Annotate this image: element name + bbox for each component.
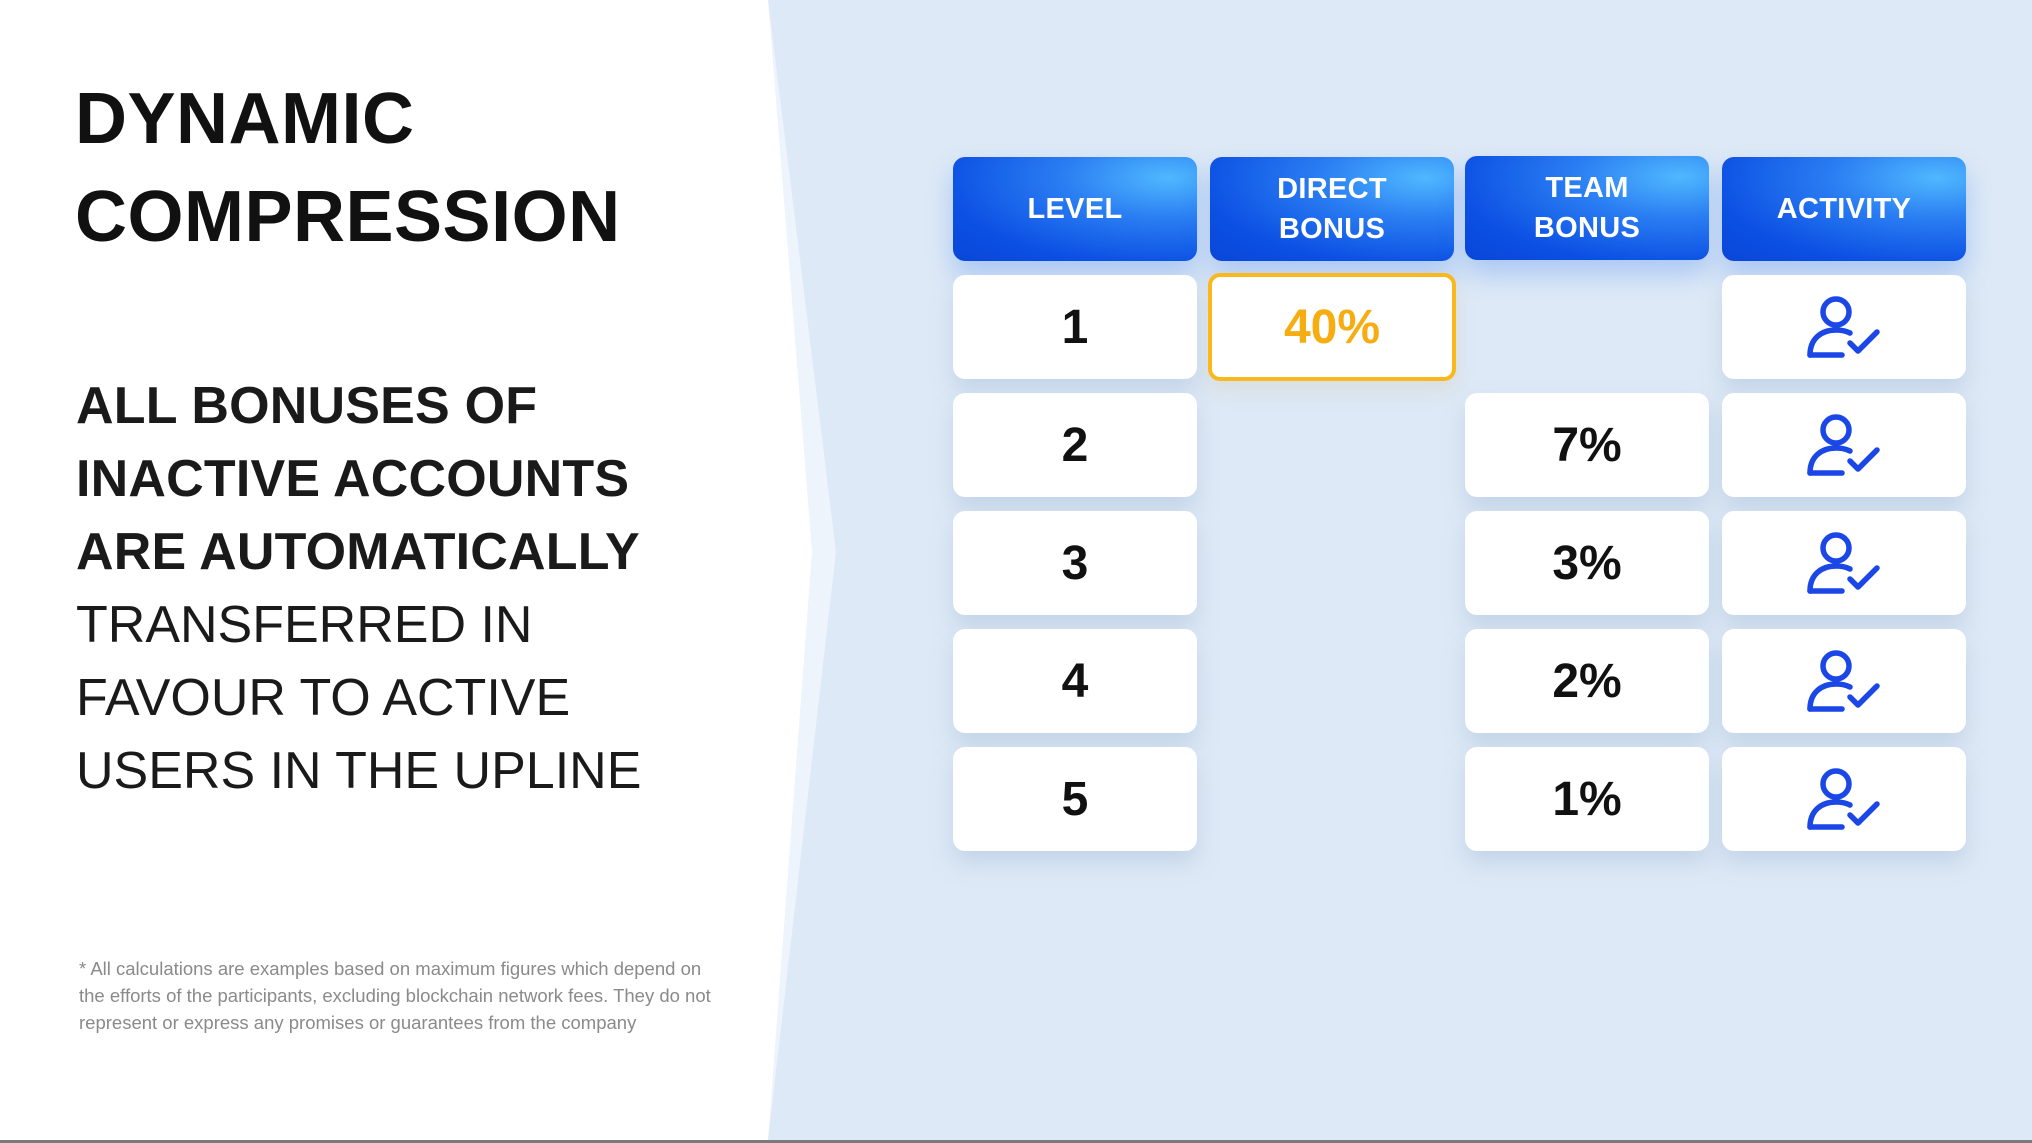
page-title: DYNAMIC COMPRESSION bbox=[75, 70, 621, 266]
header-level: LEVEL bbox=[953, 157, 1197, 261]
description-line-4: TRANSFERRED IN bbox=[76, 596, 533, 654]
description-bold-line-2: INACTIVE ACCOUNTS bbox=[76, 450, 630, 508]
level-cell-2: 2 bbox=[953, 393, 1197, 497]
user-check-icon bbox=[1807, 296, 1880, 358]
level-cell-1: 1 bbox=[953, 275, 1197, 379]
description-line-5: FAVOUR TO ACTIVE bbox=[76, 669, 571, 727]
level-cell-5: 5 bbox=[953, 747, 1197, 851]
title-line-2: COMPRESSION bbox=[75, 177, 621, 257]
team-bonus-cell-3: 3% bbox=[1465, 511, 1709, 615]
level-cell-4: 4 bbox=[953, 629, 1197, 733]
header-team-line-2: BONUS bbox=[1533, 212, 1641, 244]
header-direct-line-2: BONUS bbox=[1278, 213, 1386, 245]
user-check-icon bbox=[1807, 414, 1880, 476]
footnote-line-2: the efforts of the participants, excludi… bbox=[79, 985, 711, 1006]
user-check-icon bbox=[1807, 768, 1880, 830]
team-bonus-cell-2: 7% bbox=[1465, 393, 1709, 497]
activity-cell-4 bbox=[1722, 629, 1966, 733]
activity-cell-5 bbox=[1722, 747, 1966, 851]
header-team-bonus: TEAM BONUS bbox=[1465, 156, 1709, 260]
header-level-label: LEVEL bbox=[1027, 193, 1123, 225]
description-line-6: USERS IN THE UPLINE bbox=[76, 742, 642, 800]
footnote-line-3: represent or express any promises or gua… bbox=[79, 1012, 637, 1033]
header-team-line-1: TEAM bbox=[1545, 172, 1629, 204]
activity-cell-2 bbox=[1722, 393, 1966, 497]
team-bonus-cell-5: 1% bbox=[1465, 747, 1709, 851]
header-activity-label: ACTIVITY bbox=[1776, 193, 1912, 225]
bottom-divider bbox=[0, 1140, 2032, 1143]
activity-cell-3 bbox=[1722, 511, 1966, 615]
footnote-line-1: * All calculations are examples based on… bbox=[79, 958, 702, 979]
header-direct-bonus: DIRECT BONUS bbox=[1210, 157, 1454, 261]
header-direct-line-1: DIRECT bbox=[1277, 173, 1387, 205]
description-bold-line-3: ARE AUTOMATICALLY bbox=[76, 523, 640, 581]
description-bold-line-1: ALL BONUSES OF bbox=[76, 377, 538, 435]
level-cell-3: 3 bbox=[953, 511, 1197, 615]
description: ALL BONUSES OF INACTIVE ACCOUNTS ARE AUT… bbox=[76, 370, 641, 808]
user-check-icon bbox=[1807, 650, 1880, 712]
activity-cell-1 bbox=[1722, 275, 1966, 379]
header-activity: ACTIVITY bbox=[1722, 157, 1966, 261]
title-line-1: DYNAMIC bbox=[75, 79, 415, 159]
direct-bonus-cell-1: 40% bbox=[1208, 273, 1456, 381]
team-bonus-cell-4: 2% bbox=[1465, 629, 1709, 733]
user-check-icon bbox=[1807, 532, 1880, 594]
disclaimer-footnote: * All calculations are examples based on… bbox=[79, 955, 779, 1036]
